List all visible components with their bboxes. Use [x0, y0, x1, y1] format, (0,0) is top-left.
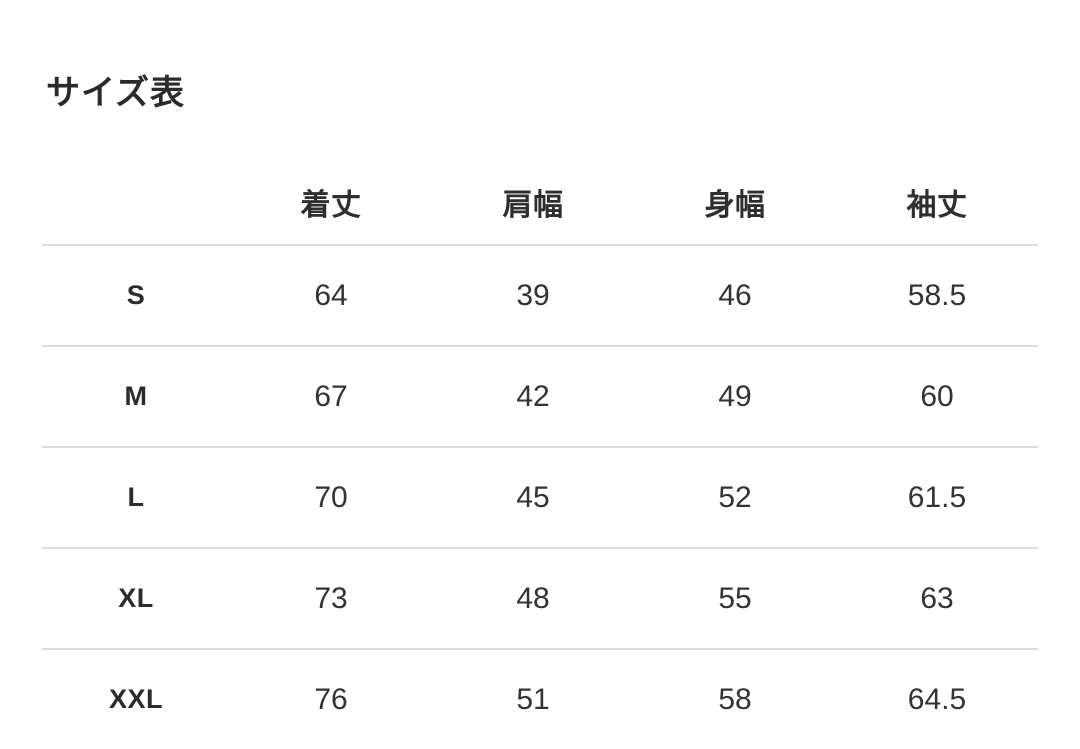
column-header-body-width: 身幅 — [704, 189, 766, 222]
cell-length: 76 — [230, 648, 432, 749]
column-header-length: 着丈 — [300, 189, 362, 222]
column-header-shoulder-width: 肩幅 — [502, 189, 564, 222]
table-row: XXL 76 51 58 64.5 — [42, 648, 1038, 749]
cell-sleeve-length: 64.5 — [836, 648, 1038, 749]
cell-length: 73 — [230, 547, 432, 649]
table-row: L 70 45 52 61.5 — [42, 446, 1038, 548]
cell-shoulder-width: 45 — [432, 446, 634, 548]
cell-body-width: 46 — [634, 244, 836, 346]
cell-sleeve-length: 61.5 — [836, 446, 1038, 548]
cell-sleeve-length: 58.5 — [836, 244, 1038, 346]
size-table: 着丈 肩幅 身幅 袖丈 S 64 39 46 58.5 M 67 42 — [42, 160, 1038, 749]
cell-length: 70 — [230, 446, 432, 548]
row-size-label: XL — [42, 547, 230, 649]
cell-shoulder-width: 48 — [432, 547, 634, 649]
cell-sleeve-length: 60 — [836, 345, 1038, 447]
table-row: S 64 39 46 58.5 — [42, 244, 1038, 346]
cell-length: 64 — [230, 244, 432, 346]
cell-shoulder-width: 42 — [432, 345, 634, 447]
table-header-row: 着丈 肩幅 身幅 袖丈 — [42, 160, 1038, 245]
size-table-container: 着丈 肩幅 身幅 袖丈 S 64 39 46 58.5 M 67 42 — [42, 160, 1038, 749]
page-title: サイズ表 — [46, 74, 185, 112]
table-row: M 67 42 49 60 — [42, 345, 1038, 447]
cell-shoulder-width: 51 — [432, 648, 634, 749]
cell-shoulder-width: 39 — [432, 244, 634, 346]
row-size-label: M — [42, 345, 230, 447]
row-size-label: XXL — [42, 648, 230, 749]
cell-body-width: 49 — [634, 345, 836, 447]
cell-body-width: 55 — [634, 547, 836, 649]
cell-length: 67 — [230, 345, 432, 447]
row-size-label: L — [42, 446, 230, 548]
size-table-header: 着丈 肩幅 身幅 袖丈 — [42, 160, 1038, 245]
column-header-size — [42, 160, 230, 245]
cell-body-width: 58 — [634, 648, 836, 749]
table-row: XL 73 48 55 63 — [42, 547, 1038, 649]
cell-sleeve-length: 63 — [836, 547, 1038, 649]
column-header-sleeve-length: 袖丈 — [906, 189, 968, 222]
cell-body-width: 52 — [634, 446, 836, 548]
size-table-body: S 64 39 46 58.5 M 67 42 49 60 L 70 45 — [42, 244, 1038, 749]
row-size-label: S — [42, 244, 230, 346]
